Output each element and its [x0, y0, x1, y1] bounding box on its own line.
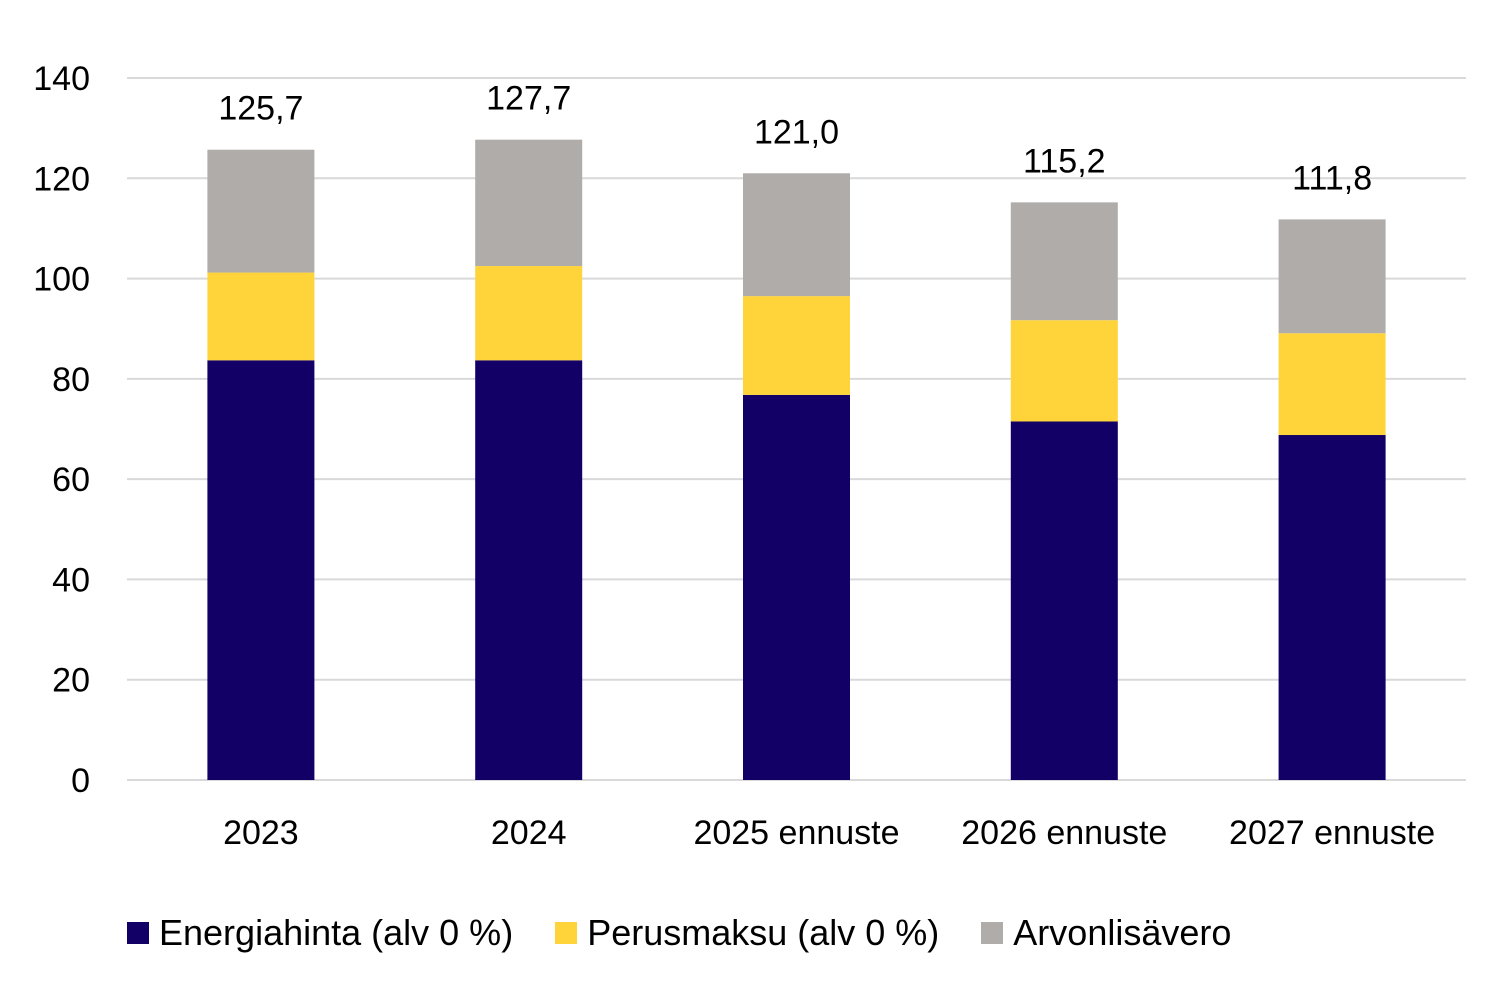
total-label: 127,7	[486, 80, 571, 118]
legend-label-energiahinta: Energiahinta (alv 0 %)	[159, 912, 514, 953]
y-tick-label: 0	[71, 762, 90, 800]
total-label: 121,0	[754, 113, 839, 151]
bar-segment-energiahinta	[207, 360, 315, 780]
x-tick-label: 2025 ennuste	[693, 814, 899, 852]
bar-groups	[207, 139, 1386, 780]
legend-item-energiahinta: Energiahinta (alv 0 %)	[127, 905, 513, 961]
total-label: 115,2	[1023, 142, 1106, 180]
bar-segment-energiahinta	[1010, 421, 1118, 780]
total-data-labels: 125,7 127,7 121,0 115,2 111,8	[218, 80, 1372, 198]
legend-swatch-arvonlisavero	[981, 922, 1004, 944]
bar-segment-arvonlisavero	[475, 139, 583, 267]
legend-item-arvonlisavero: Arvonlisävero	[981, 905, 1231, 961]
total-label: 111,8	[1292, 159, 1372, 197]
legend-label-arvonlisavero: Arvonlisävero	[1013, 912, 1232, 953]
legend: Energiahinta (alv 0 %) Perusmaksu (alv 0…	[127, 905, 1273, 961]
legend-label-perusmaksu: Perusmaksu (alv 0 %)	[587, 912, 940, 953]
x-tick-label: 2027 ennuste	[1229, 814, 1435, 852]
y-tick-label: 100	[33, 261, 90, 299]
y-tick-label: 60	[52, 461, 90, 499]
y-tick-label: 20	[52, 662, 90, 700]
bar-segment-perusmaksu	[743, 296, 850, 395]
y-axis-tick-labels: 0 20 40 60 80 100 120 140	[33, 60, 90, 800]
bar-segment-energiahinta	[1278, 435, 1386, 780]
y-tick-label: 40	[52, 561, 90, 599]
bar-segment-arvonlisavero	[743, 173, 850, 297]
x-tick-label: 2026 ennuste	[961, 814, 1167, 852]
bar-segment-perusmaksu	[1010, 320, 1118, 422]
y-tick-label: 140	[33, 60, 90, 98]
legend-swatch-perusmaksu	[555, 922, 578, 944]
bar-segment-energiahinta	[743, 394, 850, 780]
legend-item-perusmaksu: Perusmaksu (alv 0 %)	[555, 905, 939, 961]
x-tick-label: 2023	[223, 814, 299, 852]
x-tick-label: 2024	[491, 814, 567, 852]
legend-swatch-energiahinta	[127, 922, 149, 944]
x-axis-tick-labels: 2023 2024 2025 ennuste 2026 ennuste 2027 enn…	[223, 814, 1435, 852]
bar-segment-arvonlisavero	[207, 149, 315, 273]
total-label: 125,7	[218, 90, 303, 128]
bar-segment-perusmaksu	[207, 272, 315, 361]
y-tick-label: 80	[52, 361, 90, 399]
y-tick-label: 120	[33, 160, 90, 198]
bar-segment-arvonlisavero	[1010, 202, 1118, 321]
bar-segment-perusmaksu	[475, 266, 583, 361]
bar-segment-perusmaksu	[1278, 333, 1386, 436]
bar-segment-arvonlisavero	[1278, 219, 1386, 334]
bar-segment-energiahinta	[475, 360, 583, 780]
